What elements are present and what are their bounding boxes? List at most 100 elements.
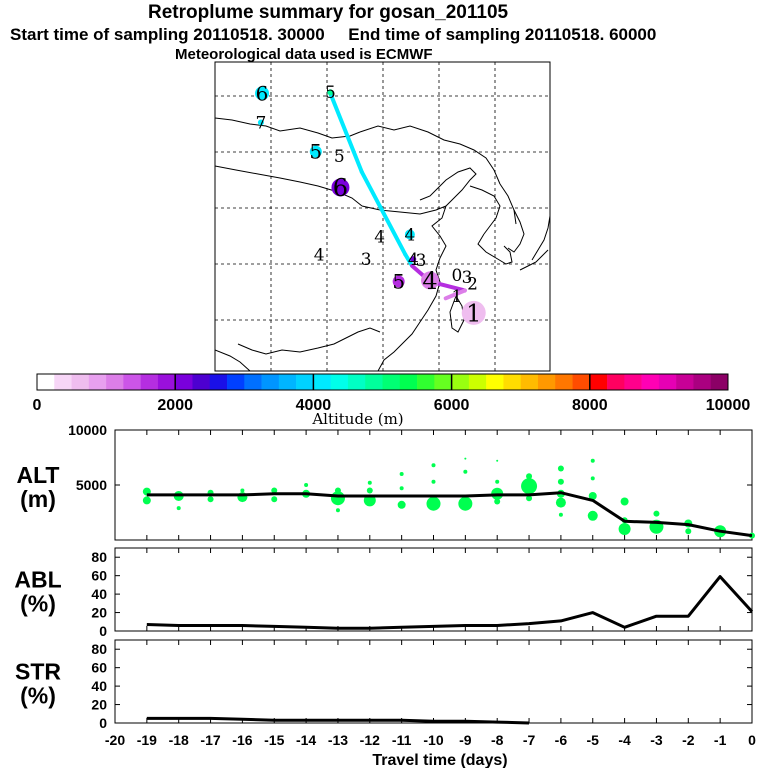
altitude-scatter-point [176, 506, 181, 511]
x-tick-label: -3 [650, 732, 663, 748]
y-tick-label: 60 [91, 568, 107, 584]
trajectory-marker [309, 145, 322, 158]
colorbar-tick-label: 6000 [434, 397, 470, 414]
trajectory-day-label: 5 [309, 140, 322, 164]
end-time: End time of sampling 20110518. 60000 [348, 25, 657, 44]
trajectory-marker [421, 271, 440, 290]
x-tick-label: -5 [587, 732, 600, 748]
trajectory-segment [403, 252, 415, 268]
trajectory-day-label: 7 [256, 113, 267, 133]
colorbar-swatch [434, 374, 452, 390]
panel-y-label-line: STR [15, 659, 61, 685]
colorbar-swatch [365, 374, 383, 390]
sampling-time-range: Start time of sampling 20110518. 30000 E… [10, 25, 656, 45]
altitude-scatter-point [620, 497, 629, 506]
colorbar-swatch [658, 374, 677, 390]
trajectory-layer [328, 91, 467, 301]
x-tick-label: -2 [682, 732, 695, 748]
colorbar-swatch [641, 374, 660, 390]
trajectory-day-label: 5 [334, 147, 345, 167]
altitude-scatter-point [458, 496, 473, 511]
colorbar-swatch [399, 374, 418, 390]
altitude-scatter-point [464, 457, 467, 460]
colorbar-swatch [261, 374, 280, 390]
colorbar-tick-label: 0 [33, 397, 42, 414]
panel-y-label-line: (m) [20, 486, 56, 512]
altitude-scatter-point [618, 523, 631, 535]
panel-frame [114, 547, 753, 632]
colorbar-swatch [244, 374, 262, 390]
colorbar-swatch [296, 374, 314, 390]
coastlines [215, 117, 550, 371]
colorbar-swatch [37, 374, 55, 390]
colorbar-swatch [607, 374, 625, 390]
altitude-scatter-point [526, 473, 533, 480]
series-line [146, 491, 753, 538]
y-tick-label: 0 [99, 623, 107, 639]
altitude-scatter-point [685, 528, 692, 535]
x-tick-label: -6 [555, 732, 568, 748]
x-tick-label: -8 [491, 732, 504, 748]
trajectory-day-label: 0 [452, 266, 463, 286]
altitude-scatter-point [207, 496, 214, 503]
colorbar-swatch [313, 374, 331, 390]
y-tick-label: 80 [91, 641, 107, 657]
altitude-scatter-point [271, 496, 278, 503]
x-tick-label: -18 [169, 732, 189, 748]
colorbar-swatch [572, 374, 591, 390]
x-tick-label: 0 [748, 732, 756, 748]
altitude-scatter-point [590, 476, 595, 481]
altitude-colorbar: 0 2000 4000 6000 8000 10000 [33, 373, 751, 414]
y-tick-label: 40 [91, 586, 107, 602]
y-tick-label: 20 [91, 697, 107, 713]
x-tick-label: -15 [264, 732, 284, 748]
trajectory-day-label: 4 [408, 250, 419, 270]
map-frame [214, 61, 551, 372]
colorbar-tick-label: 10000 [706, 397, 751, 414]
altitude-scatter-point [431, 479, 436, 484]
x-tick-label: -1 [714, 732, 727, 748]
trajectory-marker [410, 256, 417, 263]
x-axis-label: Travel time (days) [372, 752, 507, 768]
panel-frame [114, 639, 753, 724]
trajectory-day-label: 3 [416, 251, 427, 271]
trajectory-marker [327, 89, 334, 96]
trajectory-day-label: 4 [374, 228, 385, 248]
altitude-scatter-point [399, 472, 404, 476]
trajectory-day-label: 4 [314, 246, 325, 266]
altitude-scatter-point [397, 500, 406, 509]
panel-y-label-line: ABL [14, 567, 61, 593]
altitude-scatter-point [330, 491, 345, 506]
y-tick-label: 0 [99, 715, 107, 731]
colorbar-swatch [106, 374, 124, 390]
x-tick-label: -9 [459, 732, 472, 748]
altitude-scatter-point [335, 508, 340, 513]
colorbar-tick-label: 2000 [157, 397, 193, 414]
colorbar-swatch [140, 374, 159, 390]
colorbar-swatch [451, 374, 470, 390]
trajectory-day-label: 6 [333, 174, 348, 202]
y-tick-label: 10000 [68, 422, 107, 438]
colorbar-swatch [71, 374, 90, 390]
colorbar-frame [36, 373, 729, 391]
altitude-scatter-point [463, 469, 468, 474]
colorbar-swatch [123, 374, 141, 390]
panel-y-label-line: (%) [20, 683, 56, 709]
colorbar-swatch [555, 374, 573, 390]
colorbar-swatch [157, 374, 176, 390]
altitude-scatter-point [399, 486, 404, 491]
trajectory-marker [331, 178, 350, 197]
trajectory-day-label: 5 [392, 270, 405, 294]
colorbar-swatch [175, 374, 193, 390]
chart-title: Retroplume summary for gosan_201105 [148, 2, 509, 23]
trajectory-segment [359, 169, 408, 257]
trajectory-day-label: 6 [256, 81, 269, 105]
trajectory-day-label: 4 [404, 225, 415, 245]
trajectory-marker [255, 86, 270, 101]
trajectory-day-label: 3 [462, 268, 473, 288]
x-tick-label: -11 [392, 732, 412, 748]
met-data-label: Meteorological data used is ECMWF [175, 46, 433, 63]
x-tick-label: -14 [296, 732, 316, 748]
